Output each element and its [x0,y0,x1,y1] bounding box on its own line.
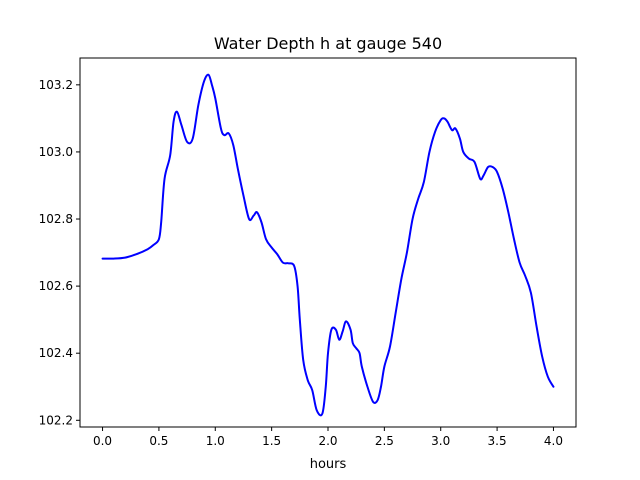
y-tick-label: 102.2 [39,413,73,427]
x-axis-label: hours [310,457,347,472]
x-axis-ticks: 0.0 0.5 1.0 1.5 2.0 2.5 3.0 3.5 4.0 [93,427,563,448]
y-axis-ticks: 102.2 102.4 102.6 102.8 103.0 103.2 [39,78,80,427]
x-tick-label: 4.0 [544,434,563,448]
x-tick-label: 0.5 [149,434,168,448]
chart-title: Water Depth h at gauge 540 [214,34,442,53]
x-tick-label: 2.5 [375,434,394,448]
x-tick-label: 2.0 [318,434,337,448]
y-tick-label: 102.6 [39,279,73,293]
series-line [101,73,555,417]
y-tick-label: 102.4 [39,346,73,360]
x-tick-label: 3.5 [488,434,507,448]
y-tick-label: 103.0 [39,145,73,159]
x-tick-label: 1.0 [206,434,225,448]
y-tick-label: 103.2 [39,78,73,92]
y-tick-label: 102.8 [39,212,73,226]
x-tick-label: 1.5 [262,434,281,448]
x-tick-label: 3.0 [431,434,450,448]
x-tick-label: 0.0 [93,434,112,448]
